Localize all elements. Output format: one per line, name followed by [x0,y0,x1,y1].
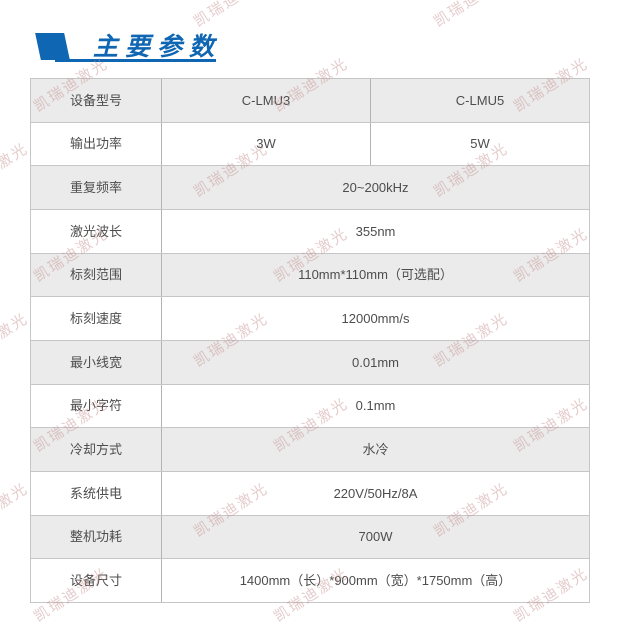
table-row: 最小线宽 0.01mm [31,340,589,384]
spec-table: 设备型号 C-LMU3 C-LMU5 输出功率 3W 5W 重复频率 20~200kHz 激光波… [30,78,590,603]
row-value: 110mm*110mm（可选配） [298,267,453,283]
row-value: 1400mm（长）*900mm（宽）*1750mm（高） [239,572,512,588]
watermark-text: 凯瑞迪激光 [0,309,32,371]
row-value: 0.1mm [355,398,396,414]
row-value: 水冷 [362,441,389,457]
row-label: 重复频率 [31,166,162,210]
row-label: 标刻速度 [31,297,162,341]
table-row: 系统供电 220V/50Hz/8A [31,471,589,515]
table-row: 冷却方式 水冷 [31,427,589,472]
table-row: 最小字符 0.1mm [31,383,589,428]
row-value: 0.01mm [352,354,399,370]
table-row: 标刻范围 110mm*110mm（可选配） [31,252,589,297]
row-value: 20~200kHz [342,179,409,195]
table-row: 设备尺寸 1400mm（长）*900mm（宽）*1750mm（高） [31,558,589,603]
row-label: 激光波长 [31,210,162,253]
row-value: 700W [358,529,393,545]
row-label: 设备型号 [31,79,162,122]
row-value: 5W [470,136,490,152]
page-title: 主要参数 [93,34,222,61]
row-label: 标刻范围 [31,253,162,297]
row-label: 设备尺寸 [31,559,162,603]
row-label: 最小字符 [31,384,162,428]
row-label: 整机功耗 [31,515,162,559]
row-label: 系统供电 [31,472,162,515]
row-value: 3W [162,122,371,166]
section-header: 主要参数 [0,0,620,78]
row-value: 220V/50Hz/8A [333,485,418,501]
header-underline [55,59,216,62]
row-label: 冷却方式 [31,428,162,472]
row-value: 355nm [355,223,396,239]
row-label: 最小线宽 [31,341,162,384]
table-row: 标刻速度 12000mm/s [31,296,589,341]
table-row: 激光波长 355nm [31,209,589,253]
table-row: 重复频率 20~200kHz [31,165,589,210]
row-value: C-LMU3 [162,79,371,122]
row-value: C-LMU5 [455,92,505,108]
row-label: 输出功率 [31,122,162,166]
watermark-text: 凯瑞迪激光 [0,139,32,201]
header-accent-square [35,33,70,60]
row-value: 12000mm/s [341,310,410,326]
table-row: 设备型号 C-LMU3 C-LMU5 [31,79,589,122]
watermark-text: 凯瑞迪激光 [0,479,32,541]
table-row: 整机功耗 700W [31,514,589,559]
table-row: 输出功率 3W 5W [31,121,589,166]
